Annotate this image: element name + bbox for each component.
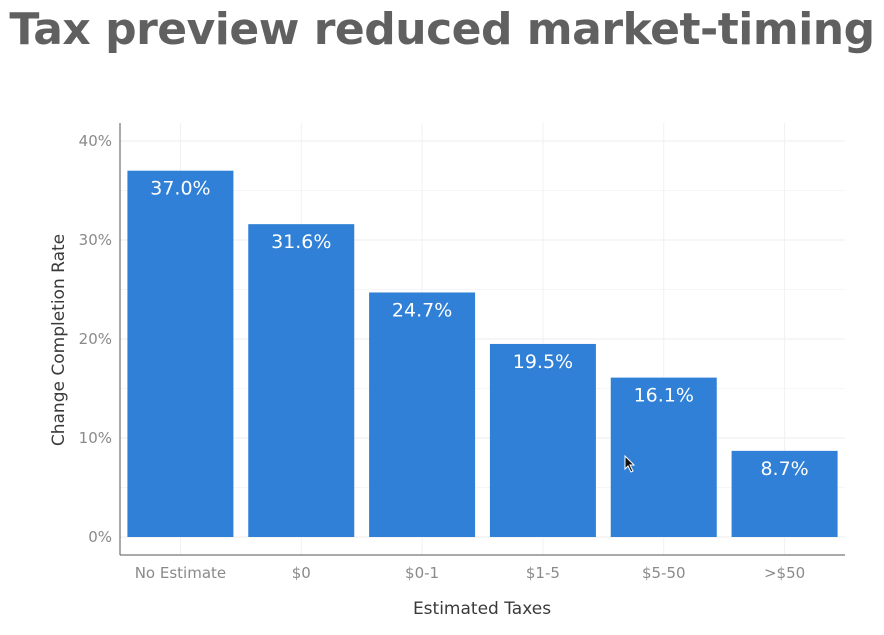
x-tick-label: $0 [292, 564, 311, 582]
y-tick-label: 30% [79, 231, 112, 249]
bar [248, 224, 355, 537]
bar [731, 450, 838, 537]
bar-data-label: 8.7% [760, 458, 808, 480]
y-axis-title: Change Completion Rate [49, 234, 69, 446]
axes [119, 123, 845, 556]
tick-labels: 0% 10% 20% 30% 40% No Estimate $0 $0-1 $1-5 $5-50… [79, 132, 806, 582]
bar-data-label: 16.1% [634, 385, 694, 407]
x-tick-label: >$50 [764, 564, 805, 582]
x-tick-label: No Estimate [135, 564, 226, 582]
y-tick-label: 0% [88, 528, 112, 546]
x-tick-label: $5-50 [642, 564, 686, 582]
bar [610, 377, 717, 537]
x-axis-title: Estimated Taxes [413, 599, 551, 619]
bar-data-label: 37.0% [150, 178, 210, 200]
y-tick-label: 20% [79, 330, 112, 348]
bars: 37.0% 31.6% 24.7% 19.5% 16.1% 8.7% [127, 170, 838, 537]
y-tick-label: 10% [79, 429, 112, 447]
x-tick-label: $0-1 [405, 564, 439, 582]
bar [127, 170, 234, 537]
bar-data-label: 19.5% [513, 351, 573, 373]
slide-title: Tax preview reduced market-timing [9, 4, 875, 55]
bar [369, 292, 476, 537]
bar-data-label: 24.7% [392, 299, 452, 321]
y-tick-label: 40% [79, 132, 112, 150]
x-tick-label: $1-5 [526, 564, 560, 582]
bar-data-label: 31.6% [271, 231, 331, 253]
bar [489, 343, 596, 537]
mouse-cursor-icon [624, 455, 636, 473]
